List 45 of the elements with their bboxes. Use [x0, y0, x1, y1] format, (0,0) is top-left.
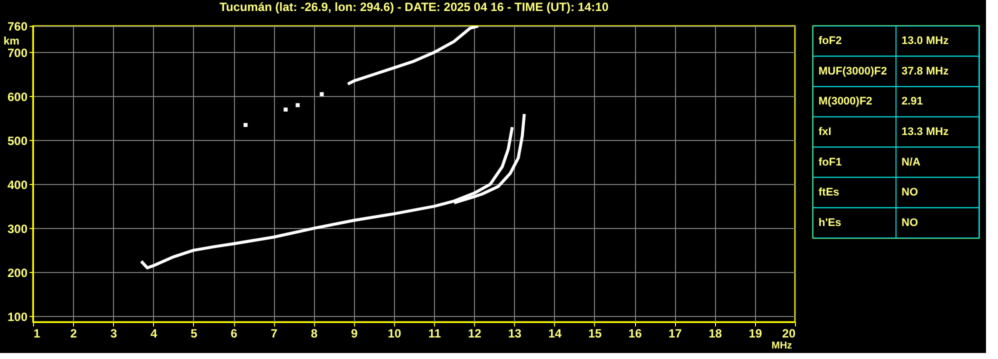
y-tick-label: 400 — [7, 178, 28, 192]
x-tick-label: 7 — [270, 326, 278, 340]
category-label: fxI — [818, 126, 832, 138]
category-label: h'Es — [818, 216, 842, 229]
x-tick-label: 17 — [668, 326, 682, 340]
x-tick-label: 4 — [150, 326, 158, 340]
text: 13.0 MHz — [902, 35, 949, 48]
x-tick-label: 6 — [230, 326, 238, 340]
text: NO — [902, 186, 918, 199]
x-tick-label: 12 — [468, 326, 482, 340]
x-tick-label: 13 — [508, 326, 522, 340]
text: 37.8 MHz — [902, 65, 949, 78]
chart-title: Tucumán (lat: -26.9, lon: 294.6) - DATE: 2025 04 16 - TIME (UT): 14:10 — [220, 0, 609, 14]
category-label: foF2 — [818, 35, 842, 48]
x-axis-title: MHz — [772, 340, 792, 352]
text: 2.91 — [902, 96, 923, 108]
x-tick-label: 18 — [708, 326, 722, 340]
text: N/A — [902, 156, 920, 168]
x-tick-label: 19 — [748, 326, 762, 340]
x-tick-label: 11 — [428, 326, 442, 340]
x-tick-label: 2 — [70, 326, 78, 340]
category-label: ftEs — [818, 186, 840, 199]
y-tick-label: 300 — [7, 222, 28, 236]
x-tick-label: 14 — [548, 326, 562, 340]
y-tick-label: 200 — [7, 266, 28, 280]
x-tick-label: 8 — [310, 326, 318, 340]
category-label: foF1 — [818, 156, 842, 168]
x-tick-label: 5 — [190, 326, 198, 340]
y-axis-title: km — [4, 36, 20, 48]
y-tick-label: 700 — [7, 46, 28, 60]
x-tick-label: 1 — [34, 326, 40, 340]
y-tick-label: 760 — [7, 20, 28, 34]
text: NO — [902, 216, 918, 229]
x-tick-label: 16 — [628, 326, 642, 340]
x-tick-label: 10 — [388, 326, 402, 340]
category-label: MUF(3000)F2 — [818, 65, 887, 78]
x-tick-label: 15 — [588, 326, 602, 340]
x-tick-label: 3 — [110, 326, 118, 340]
x-tick-label: 9 — [351, 326, 358, 340]
y-tick-label: 500 — [7, 134, 28, 148]
y-tick-label: 600 — [7, 90, 28, 104]
text: 13.3 MHz — [902, 126, 949, 138]
y-tick-label: 100 — [7, 310, 28, 324]
x-tick-label: 20 — [782, 326, 796, 340]
category-label: M(3000)F2 — [818, 96, 872, 108]
